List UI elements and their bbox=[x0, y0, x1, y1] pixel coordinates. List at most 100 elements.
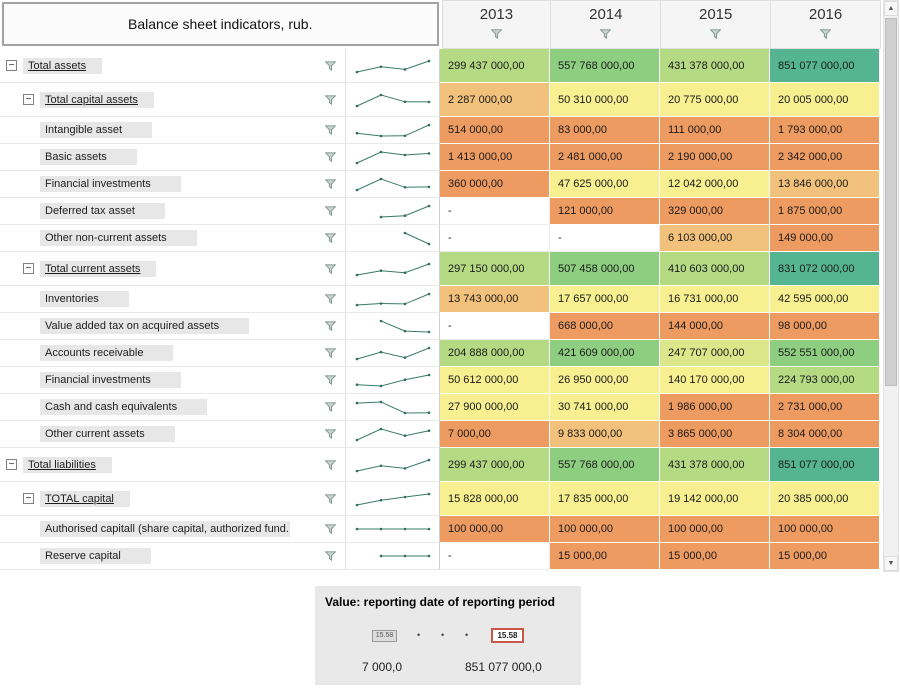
table-row: Inventories 13 743 000,00 17 657 000,00 16 … bbox=[0, 286, 881, 313]
filter-icon[interactable] bbox=[490, 26, 503, 44]
year-label: 2014 bbox=[589, 5, 623, 23]
value-cell: 421 609 000,00 bbox=[550, 340, 660, 367]
value-cell: 204 888 000,00 bbox=[440, 340, 550, 367]
value-cell: 2 287 000,00 bbox=[440, 83, 550, 117]
filter-icon[interactable] bbox=[325, 233, 336, 243]
collapse-icon[interactable]: − bbox=[23, 493, 34, 504]
value-cell: 410 603 000,00 bbox=[660, 252, 770, 286]
value-cell: 851 077 000,00 bbox=[770, 448, 880, 482]
value-cell: 431 378 000,00 bbox=[660, 49, 770, 83]
filter-icon[interactable] bbox=[709, 26, 722, 44]
value-cell: - bbox=[440, 198, 550, 225]
collapse-icon[interactable]: − bbox=[23, 263, 34, 274]
column-header-2013[interactable]: 2013 bbox=[441, 0, 552, 49]
row-label[interactable]: Total liabilities bbox=[23, 456, 112, 473]
row-label[interactable]: Cash and cash equivalents bbox=[40, 399, 208, 415]
row-name-cell: Accounts receivable bbox=[0, 340, 345, 367]
table-row: Financial investments 50 612 000,00 26 950… bbox=[0, 367, 881, 394]
filter-icon[interactable] bbox=[325, 429, 336, 439]
row-label[interactable]: Inventories bbox=[40, 291, 129, 307]
table-title: Balance sheet indicators, rub. bbox=[2, 2, 439, 46]
sparkline bbox=[345, 198, 440, 225]
legend-dot-icon: • bbox=[441, 630, 445, 640]
row-name-cell: − TOTAL capital bbox=[0, 482, 345, 516]
row-name-cell: Intangible asset bbox=[0, 117, 345, 144]
row-label[interactable]: Financial investments bbox=[40, 372, 181, 388]
row-label[interactable]: Total current assets bbox=[40, 260, 157, 277]
filter-icon[interactable] bbox=[325, 125, 336, 135]
row-label[interactable]: Basic assets bbox=[40, 149, 137, 165]
row-label[interactable]: Accounts receivable bbox=[40, 345, 174, 361]
value-cell: 329 000,00 bbox=[660, 198, 770, 225]
vertical-scrollbar[interactable]: ▲ ▼ bbox=[883, 0, 899, 572]
filter-icon[interactable] bbox=[325, 179, 336, 189]
filter-icon[interactable] bbox=[325, 263, 336, 274]
filter-icon[interactable] bbox=[325, 551, 336, 561]
row-label[interactable]: Financial investments bbox=[40, 176, 181, 192]
table-row: Accounts receivable 204 888 000,00 421 609… bbox=[0, 340, 881, 367]
legend-max-value: 851 077 000,0 bbox=[465, 660, 542, 674]
value-cell: 557 768 000,00 bbox=[550, 49, 660, 83]
row-label[interactable]: Total capital assets bbox=[40, 91, 154, 108]
table-row: Value added tax on acquired assets -668 0… bbox=[0, 313, 881, 340]
row-name-cell: Financial investments bbox=[0, 171, 345, 198]
value-cell: 50 310 000,00 bbox=[550, 83, 660, 117]
value-cell: 514 000,00 bbox=[440, 117, 550, 144]
column-header-2014[interactable]: 2014 bbox=[551, 0, 662, 49]
filter-icon[interactable] bbox=[325, 375, 336, 385]
filter-icon[interactable] bbox=[325, 294, 336, 304]
filter-icon[interactable] bbox=[599, 26, 612, 44]
value-cell: - bbox=[440, 543, 550, 570]
value-cell: 831 072 000,00 bbox=[770, 252, 880, 286]
row-label[interactable]: Other non-current assets bbox=[40, 230, 197, 246]
scroll-down-icon[interactable]: ▼ bbox=[884, 556, 898, 571]
filter-icon[interactable] bbox=[819, 26, 832, 44]
row-label[interactable]: Total assets bbox=[23, 57, 103, 74]
value-cell: 83 000,00 bbox=[550, 117, 660, 144]
scrollbar-thumb[interactable] bbox=[885, 18, 897, 386]
filter-icon[interactable] bbox=[325, 152, 336, 162]
legend-max-marker: 15.58 bbox=[491, 628, 524, 643]
filter-icon[interactable] bbox=[325, 206, 336, 216]
value-cell: 13 846 000,00 bbox=[770, 171, 880, 198]
value-cell: 431 378 000,00 bbox=[660, 448, 770, 482]
collapse-icon[interactable]: − bbox=[23, 94, 34, 105]
table-row: − Total liabilities 299 437 000,00 557 768 … bbox=[0, 448, 881, 482]
row-label[interactable]: Other current assets bbox=[40, 426, 175, 442]
value-cell: 111 000,00 bbox=[660, 117, 770, 144]
column-header-2016[interactable]: 2016 bbox=[771, 0, 881, 49]
filter-icon[interactable] bbox=[325, 348, 336, 358]
collapse-icon[interactable]: − bbox=[6, 60, 17, 71]
filter-icon[interactable] bbox=[325, 493, 336, 504]
value-cell: 224 793 000,00 bbox=[770, 367, 880, 394]
table-row: − Total assets 299 437 000,00 557 768 000,0… bbox=[0, 49, 881, 83]
row-label[interactable]: Intangible asset bbox=[40, 122, 153, 138]
row-name-cell: Reserve capital bbox=[0, 543, 345, 570]
row-label[interactable]: TOTAL capital bbox=[40, 490, 130, 507]
filter-icon[interactable] bbox=[325, 459, 336, 470]
filter-icon[interactable] bbox=[325, 524, 336, 534]
filter-icon[interactable] bbox=[325, 321, 336, 331]
value-cell: 19 142 000,00 bbox=[660, 482, 770, 516]
row-name-cell: Inventories bbox=[0, 286, 345, 313]
scroll-up-icon[interactable]: ▲ bbox=[884, 1, 898, 16]
row-label[interactable]: Authorised capitall (share capital, auth… bbox=[40, 521, 290, 537]
row-label[interactable]: Value added tax on acquired assets bbox=[40, 318, 250, 334]
filter-icon[interactable] bbox=[325, 94, 336, 105]
value-cell: 15 000,00 bbox=[770, 543, 880, 570]
sparkline bbox=[345, 225, 440, 252]
pivot-table: Balance sheet indicators, rub. 2013 2014… bbox=[0, 0, 881, 570]
column-header-2015[interactable]: 2015 bbox=[661, 0, 772, 49]
row-label[interactable]: Deferred tax asset bbox=[40, 203, 165, 219]
legend-dot-icon: • bbox=[417, 630, 421, 640]
sparkline bbox=[345, 516, 440, 543]
filter-icon[interactable] bbox=[325, 60, 336, 71]
collapse-icon[interactable]: − bbox=[6, 459, 17, 470]
value-cell: 16 731 000,00 bbox=[660, 286, 770, 313]
table-row: Deferred tax asset -121 000,00 329 000,00 1… bbox=[0, 198, 881, 225]
table-row: Authorised capitall (share capital, auth… bbox=[0, 516, 881, 543]
value-cell: 297 150 000,00 bbox=[440, 252, 550, 286]
filter-icon[interactable] bbox=[325, 402, 336, 412]
row-label[interactable]: Reserve capital bbox=[40, 548, 151, 564]
